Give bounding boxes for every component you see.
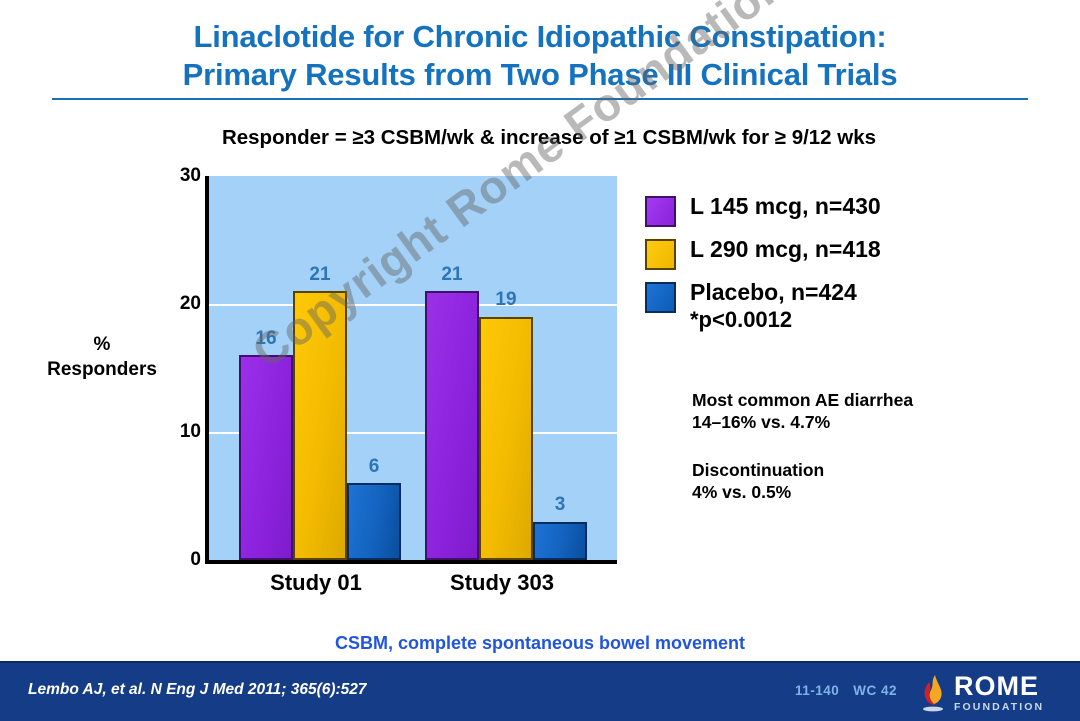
y-axis-title-line-1: %: [93, 334, 111, 355]
logo-secondary-text: FOUNDATION: [954, 701, 1045, 714]
value-label-study303-placebo: 3: [554, 494, 566, 515]
legend-label-placebo-wrap: Placebo, n=424 *p<0.0012: [690, 279, 857, 333]
bar-study303-placebo: [533, 521, 587, 560]
slide-code-left: 11-140: [795, 683, 840, 698]
title-divider: [52, 98, 1028, 100]
value-label-study01-l145: 16: [255, 328, 277, 349]
note-ae-line-1: Most common AE diarrhea: [692, 390, 914, 410]
y-tick-20: 20: [179, 293, 201, 314]
legend-item-l290: L 290 mcg, n=418: [645, 236, 1075, 270]
logo-wordmark: ROME FOUNDATION: [954, 673, 1044, 713]
y-tick-10: 10: [179, 421, 201, 442]
gridline-10: [209, 432, 617, 434]
value-label-study303-l145: 21: [441, 264, 463, 285]
legend-label-placebo: Placebo, n=424: [690, 279, 857, 305]
y-tick-0: 0: [190, 549, 201, 570]
y-axis-title: % Responders: [12, 332, 192, 382]
value-label-study01-placebo: 6: [368, 456, 380, 477]
bar-study303-l145: [425, 291, 479, 560]
page-title: Linaclotide for Chronic Idiopathic Const…: [0, 18, 1080, 94]
value-label-study303-l290: 19: [495, 289, 517, 310]
slide-code-group: 11-140 WC 42: [795, 683, 897, 698]
slide-footer: Lembo AJ, et al. N Eng J Med 2011; 365(6…: [0, 661, 1080, 721]
chart-legend: L 145 mcg, n=430 L 290 mcg, n=418 Placeb…: [645, 193, 1075, 342]
note-block-ae: Most common AE diarrhea 14–16% vs. 4.7%: [692, 389, 1072, 433]
note-block-discontinuation: Discontinuation 4% vs. 0.5%: [692, 459, 1072, 503]
bar-study303-l290: [479, 316, 533, 560]
legend-item-placebo: Placebo, n=424 *p<0.0012: [645, 279, 1075, 333]
note-ae-line-2: 14–16% vs. 4.7%: [692, 412, 831, 432]
flame-icon: [923, 675, 943, 712]
legend-swatch-yellow-icon: [645, 239, 676, 270]
plot-area: 16 21 6 21 19 3: [205, 176, 617, 564]
gridline-20: [209, 304, 617, 306]
bar-study01-l290: [293, 291, 347, 560]
citation-text: Lembo AJ, et al. N Eng J Med 2011; 365(6…: [28, 681, 367, 698]
rome-foundation-logo: ROME FOUNDATION: [918, 670, 1068, 716]
x-axis-label-study303: Study 303: [450, 570, 554, 595]
legend-pvalue-note: *p<0.0012: [690, 307, 793, 332]
legend-label-l290: L 290 mcg, n=418: [690, 236, 881, 262]
value-label-study01-l290: 21: [309, 264, 331, 285]
y-tick-30: 30: [179, 165, 201, 186]
adverse-event-notes: Most common AE diarrhea 14–16% vs. 4.7% …: [692, 389, 1072, 529]
legend-swatch-blue-icon: [645, 282, 676, 313]
bar-study01-placebo: [347, 483, 401, 560]
y-axis-tick-labels: 30 20 10 0: [145, 165, 201, 570]
abbreviation-caption: CSBM, complete spontaneous bowel movemen…: [334, 633, 746, 653]
legend-swatch-purple-icon: [645, 196, 676, 227]
x-axis-label-study01: Study 01: [270, 570, 362, 595]
responder-definition-subtitle: Responder = ≥3 CSBM/wk & increase of ≥1 …: [221, 126, 877, 149]
legend-label-l145: L 145 mcg, n=430: [690, 193, 881, 219]
slide-code-right: WC 42: [853, 683, 898, 698]
y-axis-title-line-2: Responders: [47, 359, 157, 380]
note-discontinuation-line-2: 4% vs. 0.5%: [692, 482, 792, 502]
bar-study01-l145: [239, 355, 293, 560]
legend-item-l145: L 145 mcg, n=430: [645, 193, 1075, 227]
bar-chart: 30 20 10 0 % Responders 16 21 6 21 19 3 …: [0, 160, 660, 620]
title-line-1: Linaclotide for Chronic Idiopathic Const…: [193, 19, 887, 54]
title-line-2: Primary Results from Two Phase III Clini…: [182, 57, 898, 92]
note-discontinuation-line-1: Discontinuation: [692, 460, 825, 480]
logo-primary-text: ROME: [954, 671, 1039, 702]
